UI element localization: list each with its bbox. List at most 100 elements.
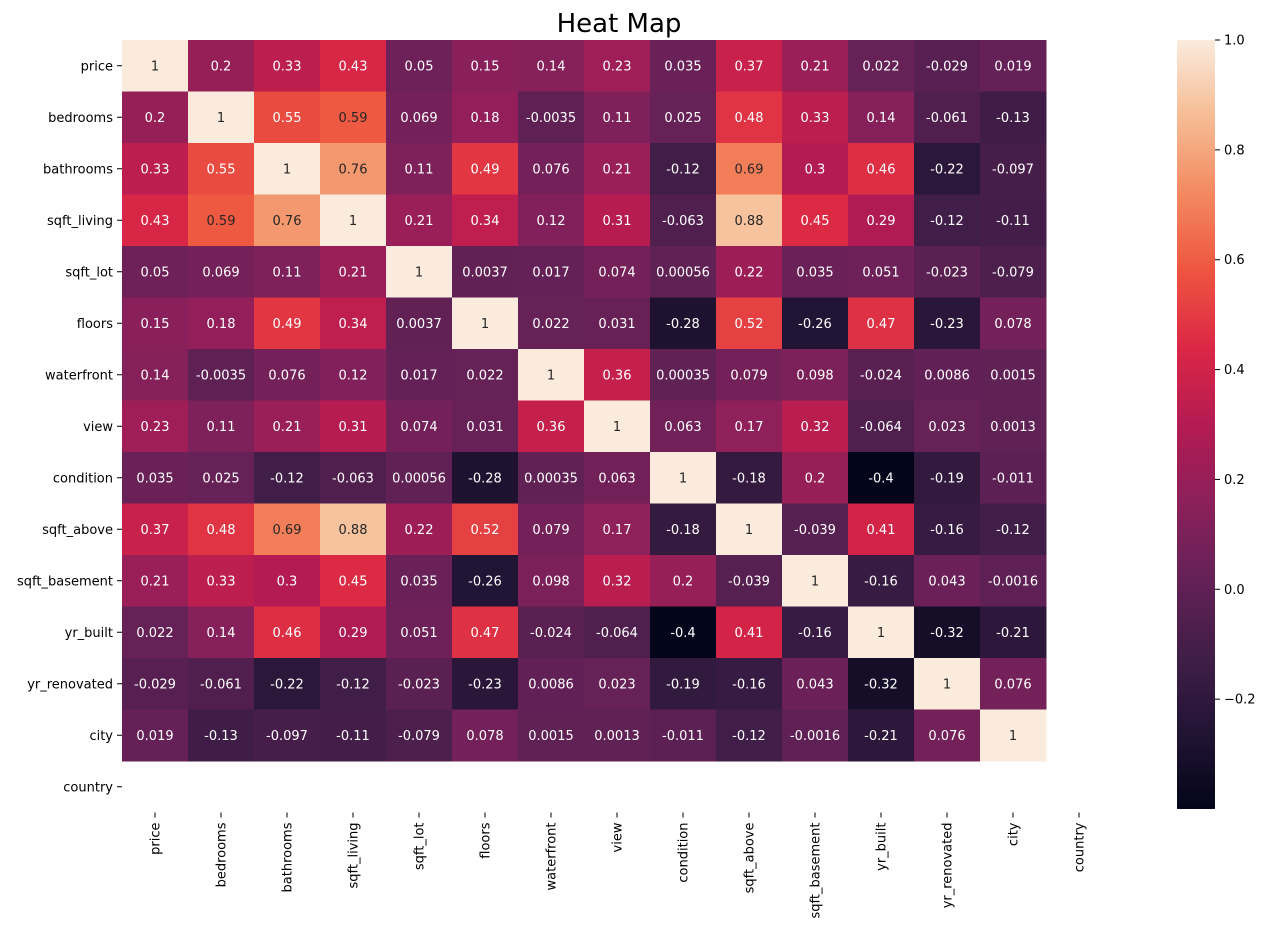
cell-annotation: 0.078	[466, 729, 503, 744]
heatmap-cell	[716, 349, 783, 401]
cell-annotation: 0.025	[664, 111, 701, 126]
cell-annotation: 0.55	[273, 111, 302, 126]
cell-annotation: 1	[283, 162, 291, 177]
cell-annotation: 1	[943, 677, 951, 692]
heatmap-cell	[650, 143, 717, 195]
x-tick-label: yr_renovated	[941, 823, 956, 909]
heatmap-cell	[386, 709, 453, 762]
y-tick-label: sqft_basement	[17, 574, 113, 589]
cell-annotation: 0.14	[537, 59, 566, 74]
heatmap-cell	[452, 555, 519, 607]
heatmap-cell	[716, 709, 783, 762]
cell-annotation: 0.019	[994, 59, 1031, 74]
cell-annotation: 0.00056	[656, 265, 710, 280]
cell-annotation: 1	[349, 214, 357, 229]
cell-annotation: 0.00035	[524, 471, 578, 486]
y-tick-label: sqft_lot	[65, 265, 113, 280]
heatmap-cell	[716, 452, 783, 504]
cell-annotation: 0.69	[273, 523, 302, 538]
heatmap-cell	[188, 400, 255, 453]
cell-annotation: 0.17	[603, 523, 632, 538]
cell-annotation: 0.33	[141, 162, 170, 177]
heatmap-cell	[320, 709, 387, 762]
cell-annotation: -0.011	[992, 471, 1034, 486]
x-axis-ticks: price bedrooms bathrooms sqft_living sqft_lo…	[149, 812, 1088, 918]
heatmap-cell	[650, 400, 717, 453]
heatmap-cell	[848, 91, 915, 144]
cell-annotation: 0.43	[141, 214, 170, 229]
heatmap-cell	[914, 91, 981, 144]
heatmap-cell	[848, 40, 915, 92]
heatmap-annotations: 1 0.2 0.33 0.43 0.05 0.15 0.14 0.23 0.035 0.37 0.2…	[134, 59, 1038, 744]
cell-annotation: 0.074	[598, 265, 635, 280]
heatmap-cell	[650, 246, 717, 298]
heatmap-cell	[254, 400, 321, 453]
heatmap-cell	[848, 658, 915, 710]
heatmap-cell	[848, 143, 915, 195]
heatmap-cell	[716, 658, 783, 710]
cell-annotation: 0.0086	[528, 677, 574, 692]
heatmap-cell	[584, 246, 651, 298]
colorbar-tick-label: 1.0	[1224, 34, 1245, 49]
heatmap-cell	[188, 503, 255, 556]
heatmap-cell	[254, 194, 321, 247]
heatmap-cell	[782, 555, 849, 607]
heatmap-cell	[122, 349, 189, 401]
heatmap-cell	[452, 606, 519, 659]
cell-annotation: 1	[877, 626, 885, 641]
cell-annotation: -0.011	[662, 729, 704, 744]
cell-annotation: 0.14	[207, 626, 236, 641]
heatmap-cell	[386, 349, 453, 401]
cell-annotation: 0.017	[400, 368, 437, 383]
heatmap-cell	[980, 503, 1047, 556]
cell-annotation: 0.098	[796, 368, 833, 383]
cell-annotation: 0.022	[532, 317, 569, 332]
heatmap-cells	[122, 40, 1047, 762]
cell-annotation: 0.45	[801, 214, 830, 229]
heatmap-cell	[254, 297, 321, 350]
heatmap-cell	[584, 658, 651, 710]
heatmap-cell	[386, 40, 453, 92]
cell-annotation: 1	[481, 317, 489, 332]
heatmap-cell	[122, 194, 189, 247]
cell-annotation: 0.49	[273, 317, 302, 332]
heatmap-cell	[122, 709, 189, 762]
heatmap-cell	[254, 349, 321, 401]
cell-annotation: 0.017	[532, 265, 569, 280]
heatmap-cell	[254, 143, 321, 195]
cell-annotation: 1	[613, 420, 621, 435]
cell-annotation: 0.11	[273, 265, 302, 280]
heatmap-cell	[584, 194, 651, 247]
heatmap-cell	[584, 709, 651, 762]
cell-annotation: -0.16	[930, 523, 964, 538]
heatmap-cell	[452, 452, 519, 504]
heatmap-cell	[584, 349, 651, 401]
cell-annotation: 1	[679, 471, 687, 486]
heatmap-cell	[122, 555, 189, 607]
cell-annotation: 0.043	[796, 677, 833, 692]
heatmap-cell	[584, 555, 651, 607]
cell-annotation: 0.035	[400, 574, 437, 589]
y-tick-label: yr_renovated	[27, 677, 113, 692]
cell-annotation: 0.88	[735, 214, 764, 229]
cell-annotation: 0.025	[202, 471, 239, 486]
cell-annotation: 0.098	[532, 574, 569, 589]
cell-annotation: -0.21	[864, 729, 898, 744]
cell-annotation: -0.063	[332, 471, 374, 486]
heatmap-cell	[518, 658, 585, 710]
heatmap-cell	[980, 709, 1047, 762]
heatmap-cell	[584, 452, 651, 504]
heatmap-cell	[716, 297, 783, 350]
y-tick-label: yr_built	[65, 626, 113, 641]
cell-annotation: 0.023	[598, 677, 635, 692]
heatmap-cell	[914, 452, 981, 504]
heatmap-cell	[848, 555, 915, 607]
cell-annotation: 0.0013	[990, 420, 1036, 435]
cell-annotation: 1	[151, 59, 159, 74]
heatmap-cell	[980, 40, 1047, 92]
heatmap-cell	[320, 143, 387, 195]
cell-annotation: 0.069	[202, 265, 239, 280]
heatmap-cell	[914, 143, 981, 195]
cell-annotation: -0.061	[200, 677, 242, 692]
cell-annotation: 0.33	[801, 111, 830, 126]
